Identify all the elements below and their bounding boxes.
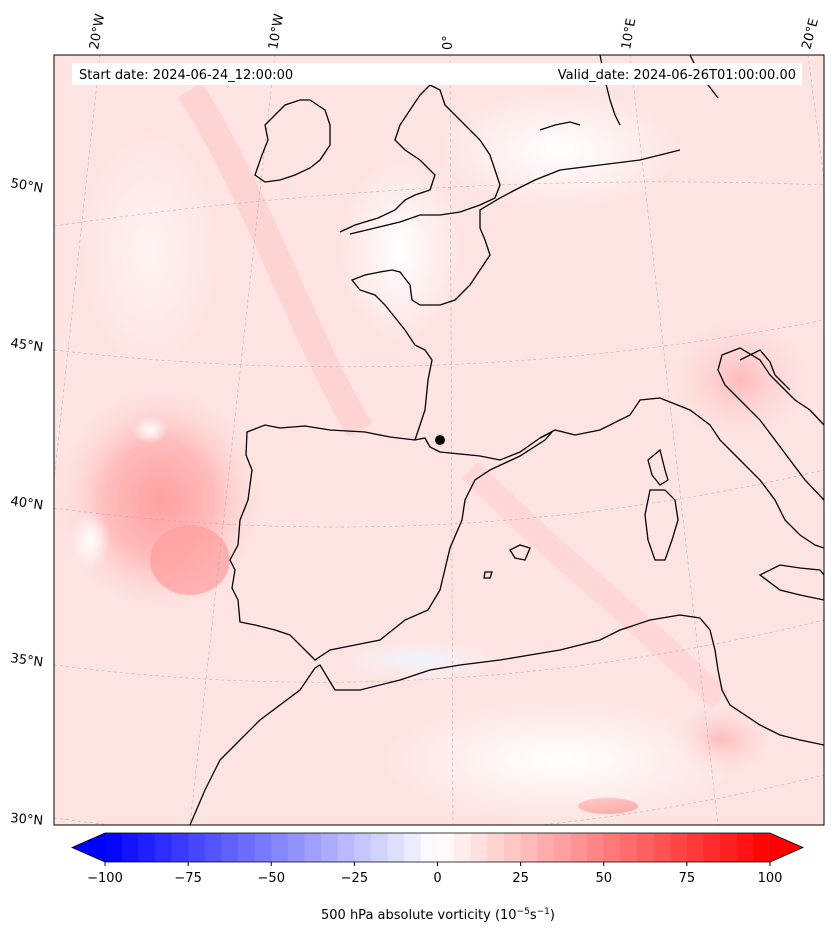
colorbar: −100 −75 −50 −25 0 25 50 75 100 [71,832,804,886]
colorbar-segment [238,833,256,862]
colorbar-segment [105,833,123,862]
colorbar-segment [637,833,655,862]
colorbar-tick-label: −75 [174,871,201,886]
colorbar-segment [537,833,555,862]
colorbar-tick-label: 75 [679,871,696,886]
lat-label-40n: 40°N [9,494,44,513]
colorbar-segment [221,833,239,862]
colorbar-tick-label: −50 [258,871,285,886]
lat-label-50n: 50°N [9,176,44,196]
colorbar-label: 500 hPa absolute vorticity (10−5s−1) [321,907,555,923]
colorbar-segment [653,833,671,862]
lon-label-10e: 10°E [619,17,639,50]
colorbar-tick-label: 0 [433,871,441,886]
colorbar-segment [487,833,505,862]
colorbar-segment [337,833,355,862]
colorbar-segment [520,833,538,862]
colorbar-tick-label: 50 [595,871,612,886]
colorbar-segment [470,833,488,862]
colorbar-segment [171,833,189,862]
lat-label-35n: 35°N [9,651,44,670]
colorbar-segment [204,833,222,862]
start-date-text: Start date: 2024-06-24_12:00:00 [79,68,293,83]
colorbar-segment [753,833,771,862]
lon-label-0: 0° [441,35,456,50]
colorbar-segment [321,833,339,862]
colorbar-segment [354,833,372,862]
colorbar-tick-label: 100 [758,871,783,886]
colorbar-segment [304,833,322,862]
colorbar-segment [188,833,206,862]
colorbar-segment [703,833,721,862]
colorbar-segment [287,833,306,862]
lon-label-10w: 10°W [266,13,287,51]
lon-label-20w: 20°W [87,13,108,51]
colorbar-segment [587,833,605,862]
lat-label-45n: 45°N [9,336,44,355]
colorbar-segment [420,833,439,862]
colorbar-tick-label: 25 [512,871,529,886]
colorbar-segment [620,833,638,862]
colorbar-tick-label: −25 [341,871,368,886]
colorbar-segment [138,833,156,862]
colorbar-segment [570,833,588,862]
graticule [54,55,824,825]
colorbar-segment [454,833,472,862]
colorbar-segment [686,833,705,862]
colorbar-extend-high [770,833,803,862]
colorbar-segment [404,833,422,862]
colorbar-segment [121,833,139,862]
valid-date-text: Valid_date: 2024-06-26T01:00:00.00 [558,68,796,83]
colorbar-segment [720,833,738,862]
vorticity-field [54,55,824,825]
colorbar-segment [387,833,405,862]
marker-dot [435,435,445,445]
colorbar-segment [371,833,389,862]
colorbar-segment [254,833,272,862]
lat-label-30n: 30°N [10,811,44,829]
colorbar-segment [553,833,572,862]
colorbar-segment [437,833,455,862]
map-frame [53,54,825,826]
lon-label-20e: 20°E [799,17,822,51]
colorbar-segment [504,833,522,862]
colorbar-segment [603,833,621,862]
date-banner [72,63,802,85]
colorbar-tick-label: −100 [87,871,123,886]
coastlines [189,55,824,825]
colorbar-segment [271,833,289,862]
colorbar-segment [670,833,688,862]
colorbar-segment [736,833,754,862]
colorbar-segment [154,833,173,862]
colorbar-extend-low [72,833,105,862]
